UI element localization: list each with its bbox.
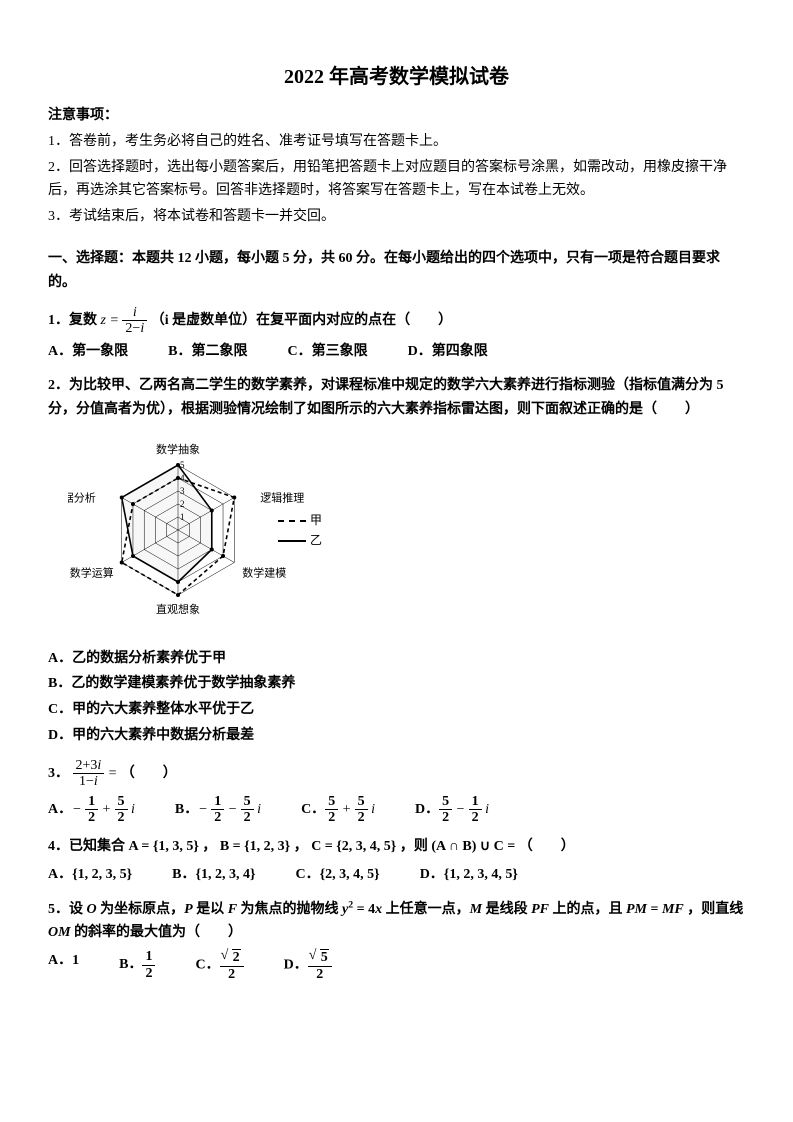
q3-stem-post: （ ） bbox=[121, 766, 177, 781]
q3-choices: A．− 12 + 52 i B．− 12 − 52 i C．52 + 52 i … bbox=[48, 794, 745, 826]
q4-choice-c: C．{2, 3, 4, 5} bbox=[296, 863, 380, 887]
q2-choice-c: C．甲的六大素养整体水平优于乙 bbox=[48, 698, 745, 722]
q4-choices: A．{1, 2, 3, 5} B．{1, 2, 3, 4} C．{2, 3, 4… bbox=[48, 863, 745, 887]
svg-text:逻辑推理: 逻辑推理 bbox=[260, 490, 304, 504]
q3-formula: 2+3i1−i = bbox=[73, 766, 121, 781]
q3-choice-d: D．52 − 12 i bbox=[415, 794, 489, 826]
question-3: 3． 2+3i1−i = （ ） bbox=[48, 758, 745, 790]
page-title: 2022 年高考数学模拟试卷 bbox=[48, 60, 745, 94]
q3-stem-pre: 3． bbox=[48, 766, 69, 781]
q1-choice-c: C．第三象限 bbox=[287, 340, 367, 364]
q5-choice-c: C．22 bbox=[195, 949, 243, 982]
section-head: 一、选择题：本题共 12 小题，每小题 5 分，共 60 分。在每小题给出的四个… bbox=[48, 247, 745, 295]
q1-choice-a: A．第一象限 bbox=[48, 340, 128, 364]
legend-item-jia: 甲 bbox=[278, 510, 322, 530]
instructions-head: 注意事项： bbox=[48, 104, 745, 128]
instruction-item: 1．答卷前，考生务必将自己的姓名、准考证号填写在答题卡上。 bbox=[48, 130, 745, 154]
q5-choice-d: D．52 bbox=[284, 949, 332, 982]
q5-choices: A．1 B．12 C．22 D．52 bbox=[48, 949, 745, 982]
q4-text: 4．已知集合 A = {1, 3, 5} ， B = {1, 2, 3} ， C… bbox=[48, 839, 575, 854]
question-1: 1．复数 z = i2−i （i 是虚数单位）在复平面内对应的点在（ ） bbox=[48, 305, 745, 337]
svg-text:数据分析: 数据分析 bbox=[68, 490, 96, 504]
question-4-stem: 4．已知集合 A = {1, 3, 5} ， B = {1, 2, 3} ， C… bbox=[48, 835, 745, 859]
svg-text:数学运算: 数学运算 bbox=[70, 565, 114, 579]
q3-choice-b: B．− 12 − 52 i bbox=[175, 794, 261, 826]
q2-choice-a: A．乙的数据分析素养优于甲 bbox=[48, 647, 745, 671]
legend-item-yi: 乙 bbox=[278, 530, 322, 550]
q1-stem-post: （i 是虚数单位）在复平面内对应的点在（ ） bbox=[151, 313, 452, 328]
question-2-stem: 2．为比较甲、乙两名高二学生的数学素养，对课程标准中规定的数学六大素养进行指标测… bbox=[48, 374, 745, 422]
q1-choice-b: B．第二象限 bbox=[168, 340, 247, 364]
radar-legend: 甲 乙 bbox=[278, 510, 322, 551]
q5-choice-b: B．12 bbox=[119, 949, 155, 982]
q1-choice-d: D．第四象限 bbox=[408, 340, 488, 364]
svg-text:数学建模: 数学建模 bbox=[242, 565, 286, 579]
svg-text:直观想象: 直观想象 bbox=[156, 602, 200, 616]
instruction-item: 2．回答选择题时，选出每小题答案后，用铅笔把答题卡上对应题目的答案标号涂黑，如需… bbox=[48, 156, 745, 204]
instruction-item: 3．考试结束后，将本试卷和答题卡一并交回。 bbox=[48, 205, 745, 229]
question-5-stem: 5．设 O 为坐标原点，P 是以 F 为焦点的抛物线 y2 = 4x 上任意一点… bbox=[48, 897, 745, 945]
q2-choice-b: B．乙的数学建模素养优于数学抽象素养 bbox=[48, 672, 745, 696]
q1-choices: A．第一象限 B．第二象限 C．第三象限 D．第四象限 bbox=[48, 340, 745, 364]
q4-choice-b: B．{1, 2, 3, 4} bbox=[172, 863, 255, 887]
q3-choice-c: C．52 + 52 i bbox=[301, 794, 375, 826]
q5-text: 5．设 O 为坐标原点，P 是以 F 为焦点的抛物线 y2 = 4x 上任意一点… bbox=[48, 902, 743, 941]
q1-stem-pre: 1．复数 bbox=[48, 313, 101, 328]
q1-formula: z = i2−i bbox=[101, 313, 151, 328]
q5-choice-a: A．1 bbox=[48, 949, 79, 982]
q4-choice-d: D．{1, 2, 3, 4, 5} bbox=[420, 863, 518, 887]
q3-choice-a: A．− 12 + 52 i bbox=[48, 794, 135, 826]
q2-choice-d: D．甲的六大素养中数据分析最差 bbox=[48, 724, 745, 748]
svg-text:数学抽象: 数学抽象 bbox=[156, 442, 200, 456]
radar-chart: 12345数学抽象逻辑推理数学建模直观想象数学运算数据分析 甲 乙 bbox=[68, 430, 338, 639]
q4-choice-a: A．{1, 2, 3, 5} bbox=[48, 863, 132, 887]
